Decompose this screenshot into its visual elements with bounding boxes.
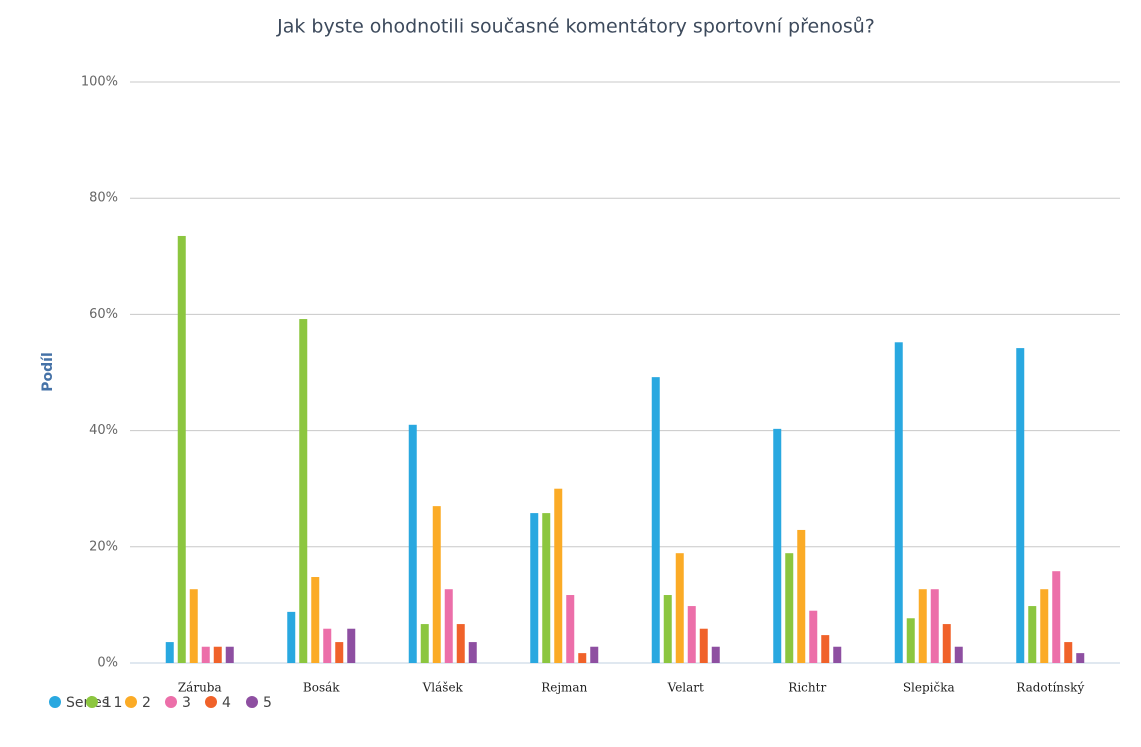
x-tick-label: Velart xyxy=(667,681,704,695)
bar xyxy=(468,642,477,663)
bar xyxy=(542,513,551,663)
bar xyxy=(201,646,210,663)
bar xyxy=(213,646,222,663)
legend-marker xyxy=(49,696,61,708)
bar xyxy=(797,529,806,663)
legend-marker xyxy=(205,696,217,708)
bar xyxy=(165,642,174,663)
y-tick-label: 0% xyxy=(97,656,118,671)
bar xyxy=(785,553,794,663)
bar xyxy=(675,553,684,663)
x-tick-label: Vlášek xyxy=(422,681,464,695)
bar xyxy=(1052,571,1061,663)
bar xyxy=(663,595,672,663)
bar xyxy=(554,488,563,663)
y-tick-label: 40% xyxy=(89,423,118,438)
bar xyxy=(311,577,320,663)
bar xyxy=(323,628,332,663)
x-tick-label: Záruba xyxy=(178,681,222,695)
x-tick-label: Richtr xyxy=(788,681,826,695)
bar xyxy=(954,646,963,663)
bar xyxy=(773,428,782,663)
legend-marker xyxy=(86,696,98,708)
bar xyxy=(566,595,575,663)
bar xyxy=(177,235,186,663)
bar xyxy=(335,642,344,663)
legend-label: 2 xyxy=(142,695,151,711)
y-tick-label: 80% xyxy=(89,191,118,206)
bar xyxy=(590,646,599,663)
chart-title: Jak byste ohodnotili současné komentátor… xyxy=(276,16,875,38)
bar xyxy=(699,628,708,663)
bar xyxy=(687,606,696,663)
bar xyxy=(1064,642,1073,663)
legend-marker xyxy=(125,696,137,708)
bar xyxy=(299,319,308,663)
bar xyxy=(1028,606,1037,663)
bar xyxy=(711,646,720,663)
bar xyxy=(894,342,903,663)
x-tick-label: Radotínský xyxy=(1016,681,1084,695)
bar xyxy=(347,628,356,663)
bar xyxy=(821,635,830,663)
y-axis-label: Podíl xyxy=(40,352,56,392)
bar xyxy=(651,377,660,663)
y-tick-label: 20% xyxy=(89,539,118,554)
bar xyxy=(809,610,818,663)
legend-label: 4 xyxy=(222,695,231,711)
x-tick-label: Bosák xyxy=(303,681,340,695)
legend-marker xyxy=(246,696,258,708)
bar xyxy=(1040,589,1049,663)
bar xyxy=(408,424,417,663)
bar xyxy=(578,653,587,663)
bar xyxy=(432,506,441,663)
bar xyxy=(833,646,842,663)
legend-marker xyxy=(165,696,177,708)
y-tick-label: 100% xyxy=(81,75,118,90)
bar xyxy=(189,589,198,663)
bar xyxy=(1016,348,1025,663)
legend-label: 5 xyxy=(263,695,272,711)
x-tick-label: Rejman xyxy=(541,681,587,695)
bar xyxy=(1076,653,1085,663)
legend-label: 3 xyxy=(182,695,191,711)
bar xyxy=(444,589,453,663)
bar xyxy=(930,589,939,663)
bar xyxy=(420,624,429,663)
legend-label: 1 xyxy=(103,695,112,711)
bar xyxy=(906,618,915,663)
bar xyxy=(942,624,951,663)
bar xyxy=(225,646,234,663)
bar xyxy=(918,589,927,663)
bar xyxy=(530,513,539,663)
bar xyxy=(456,624,465,663)
y-tick-label: 60% xyxy=(89,307,118,322)
x-tick-label: Slepička xyxy=(903,681,955,695)
bar xyxy=(287,611,296,663)
